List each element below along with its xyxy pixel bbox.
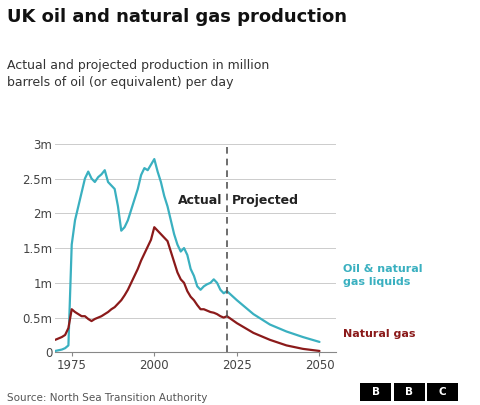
Text: Natural gas: Natural gas	[343, 329, 416, 339]
Text: B: B	[372, 387, 380, 397]
Text: Actual and projected production in million
barrels of oil (or equivalent) per da: Actual and projected production in milli…	[7, 59, 269, 89]
Text: C: C	[439, 387, 446, 397]
Text: Oil & natural
gas liquids: Oil & natural gas liquids	[343, 264, 423, 287]
Text: Source: North Sea Transition Authority: Source: North Sea Transition Authority	[7, 393, 207, 403]
Text: Projected: Projected	[232, 194, 299, 207]
Text: B: B	[405, 387, 413, 397]
Text: Actual: Actual	[178, 194, 222, 207]
Text: UK oil and natural gas production: UK oil and natural gas production	[7, 8, 347, 26]
